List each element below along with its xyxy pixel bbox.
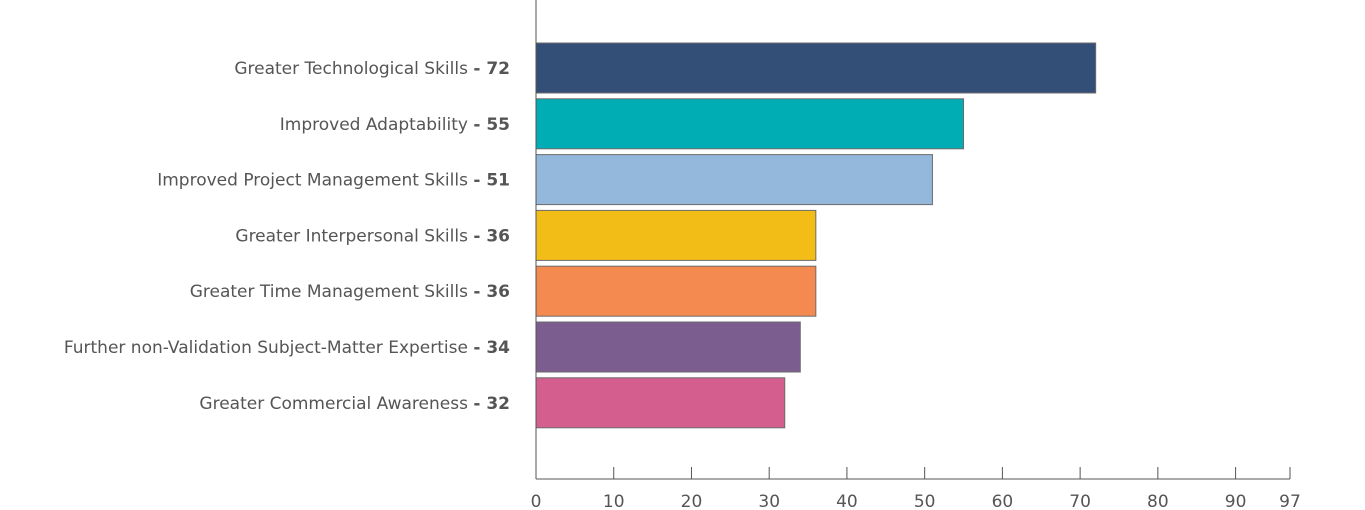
category-label-5: Further non-Validation Subject-Matter Ex… [64, 338, 510, 358]
category-name: Greater Commercial Awareness [199, 394, 473, 414]
category-label-2: Improved Project Management Skills - 51 [157, 171, 510, 191]
x-tick-label-9: 90 [1225, 492, 1247, 510]
category-name: Greater Technological Skills [234, 59, 473, 79]
x-tick-label-8: 80 [1147, 492, 1169, 510]
bar-2 [535, 154, 933, 206]
bar-0 [535, 42, 1097, 94]
category-value: - 36 [473, 226, 510, 246]
category-value: - 55 [473, 115, 510, 135]
category-name: Greater Interpersonal Skills [235, 226, 473, 246]
category-label-4: Greater Time Management Skills - 36 [190, 282, 510, 302]
category-label-6: Greater Commercial Awareness - 32 [199, 394, 510, 414]
bar-3 [535, 209, 817, 261]
x-tick-label-7: 70 [1069, 492, 1091, 510]
category-label-0: Greater Technological Skills - 72 [234, 59, 510, 79]
x-tick-label-4: 40 [836, 492, 858, 510]
x-tick-label-0: 0 [531, 492, 542, 510]
category-label-1: Improved Adaptability - 55 [280, 115, 510, 135]
bar-1 [535, 98, 965, 150]
category-name: Improved Adaptability [280, 115, 474, 135]
x-tick-label-6: 60 [992, 492, 1014, 510]
category-labels-group: Greater Technological Skills - 72 Improve… [64, 59, 510, 414]
x-tick-label-2: 20 [681, 492, 703, 510]
bars-group [535, 42, 1097, 429]
x-tick-label-1: 10 [603, 492, 625, 510]
x-axis-ticks: 0 10 20 30 40 50 60 70 80 90 97 [531, 467, 1301, 510]
bar-5 [535, 321, 801, 373]
category-value: - 51 [473, 171, 510, 191]
bar-6 [535, 377, 786, 429]
category-value: - 72 [473, 59, 510, 79]
category-name: Further non-Validation Subject-Matter Ex… [64, 338, 473, 358]
category-label-3: Greater Interpersonal Skills - 36 [235, 226, 510, 246]
category-name: Improved Project Management Skills [157, 171, 473, 191]
x-tick-label-5: 50 [914, 492, 936, 510]
category-value: - 34 [473, 338, 510, 358]
category-value: - 32 [473, 394, 510, 414]
category-name: Greater Time Management Skills [190, 282, 474, 302]
bar-4 [535, 265, 817, 317]
category-value: - 36 [473, 282, 510, 302]
x-tick-label-10: 97 [1279, 492, 1301, 510]
x-tick-label-3: 30 [758, 492, 780, 510]
